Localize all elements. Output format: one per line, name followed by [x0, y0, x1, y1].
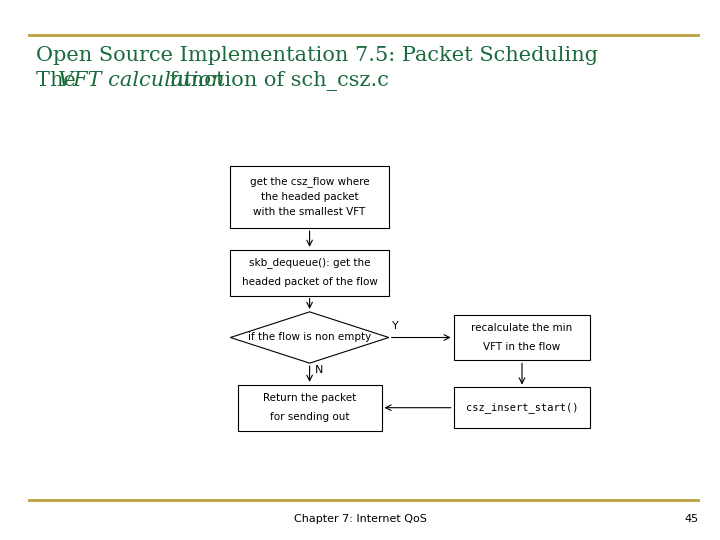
Text: for sending out: for sending out [270, 413, 349, 422]
Text: Chapter 7: Internet QoS: Chapter 7: Internet QoS [294, 515, 426, 524]
Text: headed packet of the flow: headed packet of the flow [242, 278, 377, 287]
Text: Open Source Implementation 7.5: Packet Scheduling: Open Source Implementation 7.5: Packet S… [36, 46, 598, 65]
FancyBboxPatch shape [454, 314, 590, 361]
Text: if the flow is non empty: if the flow is non empty [248, 333, 372, 342]
Text: Return the packet: Return the packet [263, 393, 356, 403]
Text: skb_dequeue(): get the: skb_dequeue(): get the [249, 258, 370, 268]
FancyBboxPatch shape [238, 384, 382, 431]
Text: the headed packet: the headed packet [261, 192, 359, 202]
Text: The: The [36, 71, 83, 90]
Text: VFT calculation: VFT calculation [58, 71, 225, 90]
Polygon shape [230, 312, 389, 363]
Text: 45: 45 [684, 515, 698, 524]
FancyBboxPatch shape [454, 388, 590, 428]
Text: recalculate the min: recalculate the min [472, 323, 572, 333]
Text: csz_insert_start(): csz_insert_start() [466, 402, 578, 413]
Text: N: N [315, 365, 324, 375]
FancyBboxPatch shape [230, 166, 389, 228]
Text: function of sch_csz.c: function of sch_csz.c [163, 71, 389, 91]
Text: Y: Y [392, 321, 399, 331]
Text: VFT in the flow: VFT in the flow [483, 342, 561, 352]
FancyBboxPatch shape [230, 249, 389, 296]
Text: with the smallest VFT: with the smallest VFT [253, 207, 366, 217]
Text: get the csz_flow where: get the csz_flow where [250, 177, 369, 187]
